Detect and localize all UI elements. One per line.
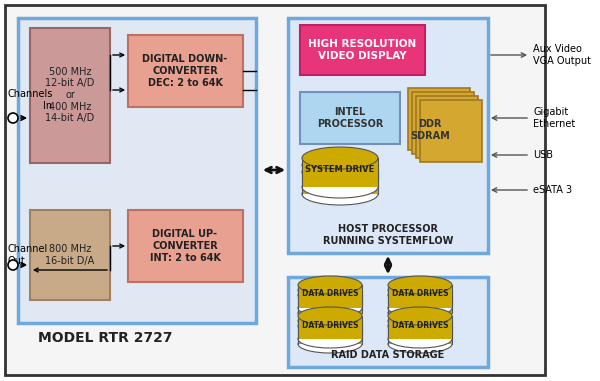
Ellipse shape bbox=[388, 286, 452, 304]
Text: Gigabit
Ethernet: Gigabit Ethernet bbox=[533, 107, 575, 129]
Bar bbox=[388, 290, 452, 308]
Bar bbox=[298, 285, 362, 303]
Text: Channel
Out: Channel Out bbox=[7, 244, 47, 266]
Bar bbox=[128, 35, 243, 107]
Text: HIGH RESOLUTION
VIDEO DISPLAY: HIGH RESOLUTION VIDEO DISPLAY bbox=[308, 39, 416, 61]
Text: DIGITAL UP-
CONVERTER
INT: 2 to 64K: DIGITAL UP- CONVERTER INT: 2 to 64K bbox=[149, 229, 221, 263]
Ellipse shape bbox=[302, 154, 378, 176]
Ellipse shape bbox=[388, 276, 452, 294]
Text: DATA DRIVES: DATA DRIVES bbox=[392, 290, 448, 298]
Text: DIGITAL DOWN-
CONVERTER
DEC: 2 to 64K: DIGITAL DOWN- CONVERTER DEC: 2 to 64K bbox=[142, 54, 227, 88]
Ellipse shape bbox=[302, 161, 378, 183]
Text: eSATA 3: eSATA 3 bbox=[533, 185, 572, 195]
Bar bbox=[388, 326, 452, 344]
Text: USB: USB bbox=[533, 150, 553, 160]
Ellipse shape bbox=[298, 276, 362, 294]
Bar bbox=[288, 277, 488, 367]
Bar bbox=[416, 96, 478, 158]
Text: DATA DRIVES: DATA DRIVES bbox=[302, 320, 358, 330]
Bar bbox=[18, 18, 256, 323]
Text: MODEL RTR 2727: MODEL RTR 2727 bbox=[38, 331, 172, 345]
Text: DDR
SDRAM: DDR SDRAM bbox=[410, 119, 450, 141]
Ellipse shape bbox=[298, 335, 362, 353]
Text: 800 MHz
16-bit D/A: 800 MHz 16-bit D/A bbox=[46, 244, 95, 266]
Ellipse shape bbox=[388, 307, 452, 325]
Bar bbox=[408, 88, 470, 150]
Ellipse shape bbox=[298, 286, 362, 304]
Ellipse shape bbox=[388, 312, 452, 330]
Text: RAID DATA STORAGE: RAID DATA STORAGE bbox=[331, 350, 445, 360]
Ellipse shape bbox=[298, 299, 362, 317]
Bar bbox=[302, 165, 378, 187]
Circle shape bbox=[8, 113, 18, 123]
Ellipse shape bbox=[298, 281, 362, 299]
Circle shape bbox=[8, 260, 18, 270]
Bar bbox=[288, 18, 488, 253]
Bar bbox=[412, 92, 474, 154]
Ellipse shape bbox=[388, 317, 452, 335]
Ellipse shape bbox=[388, 330, 452, 348]
Text: Channels
In: Channels In bbox=[7, 89, 52, 111]
Bar bbox=[388, 321, 452, 339]
Bar bbox=[30, 28, 110, 163]
Text: HOST PROCESSOR
RUNNING SYSTEMFLOW: HOST PROCESSOR RUNNING SYSTEMFLOW bbox=[323, 224, 453, 246]
Ellipse shape bbox=[388, 335, 452, 353]
Bar bbox=[388, 285, 452, 303]
Text: DATA DRIVES: DATA DRIVES bbox=[392, 320, 448, 330]
Bar bbox=[30, 210, 110, 300]
Bar bbox=[298, 326, 362, 344]
Text: SYSTEM DRIVE: SYSTEM DRIVE bbox=[305, 165, 374, 173]
Bar bbox=[302, 158, 378, 180]
Bar bbox=[420, 100, 482, 162]
Ellipse shape bbox=[302, 147, 378, 169]
Ellipse shape bbox=[298, 330, 362, 348]
Bar bbox=[298, 321, 362, 339]
Bar bbox=[302, 172, 378, 194]
Bar bbox=[388, 316, 452, 334]
Ellipse shape bbox=[388, 299, 452, 317]
Bar bbox=[300, 92, 400, 144]
Ellipse shape bbox=[388, 281, 452, 299]
Text: Aux Video
VGA Output: Aux Video VGA Output bbox=[533, 44, 591, 66]
Ellipse shape bbox=[388, 304, 452, 322]
Bar bbox=[300, 25, 425, 75]
Text: INTEL
PROCESSOR: INTEL PROCESSOR bbox=[317, 107, 383, 129]
Text: DATA DRIVES: DATA DRIVES bbox=[302, 290, 358, 298]
Bar bbox=[128, 210, 243, 282]
Ellipse shape bbox=[298, 317, 362, 335]
Text: 500 MHz
12-bit A/D
or
400 MHz
14-bit A/D: 500 MHz 12-bit A/D or 400 MHz 14-bit A/D bbox=[46, 67, 95, 123]
Bar bbox=[298, 295, 362, 313]
Ellipse shape bbox=[302, 176, 378, 198]
Bar bbox=[298, 316, 362, 334]
Ellipse shape bbox=[302, 183, 378, 205]
Ellipse shape bbox=[298, 307, 362, 325]
Bar bbox=[388, 295, 452, 313]
Bar bbox=[298, 290, 362, 308]
Ellipse shape bbox=[298, 312, 362, 330]
Ellipse shape bbox=[298, 304, 362, 322]
